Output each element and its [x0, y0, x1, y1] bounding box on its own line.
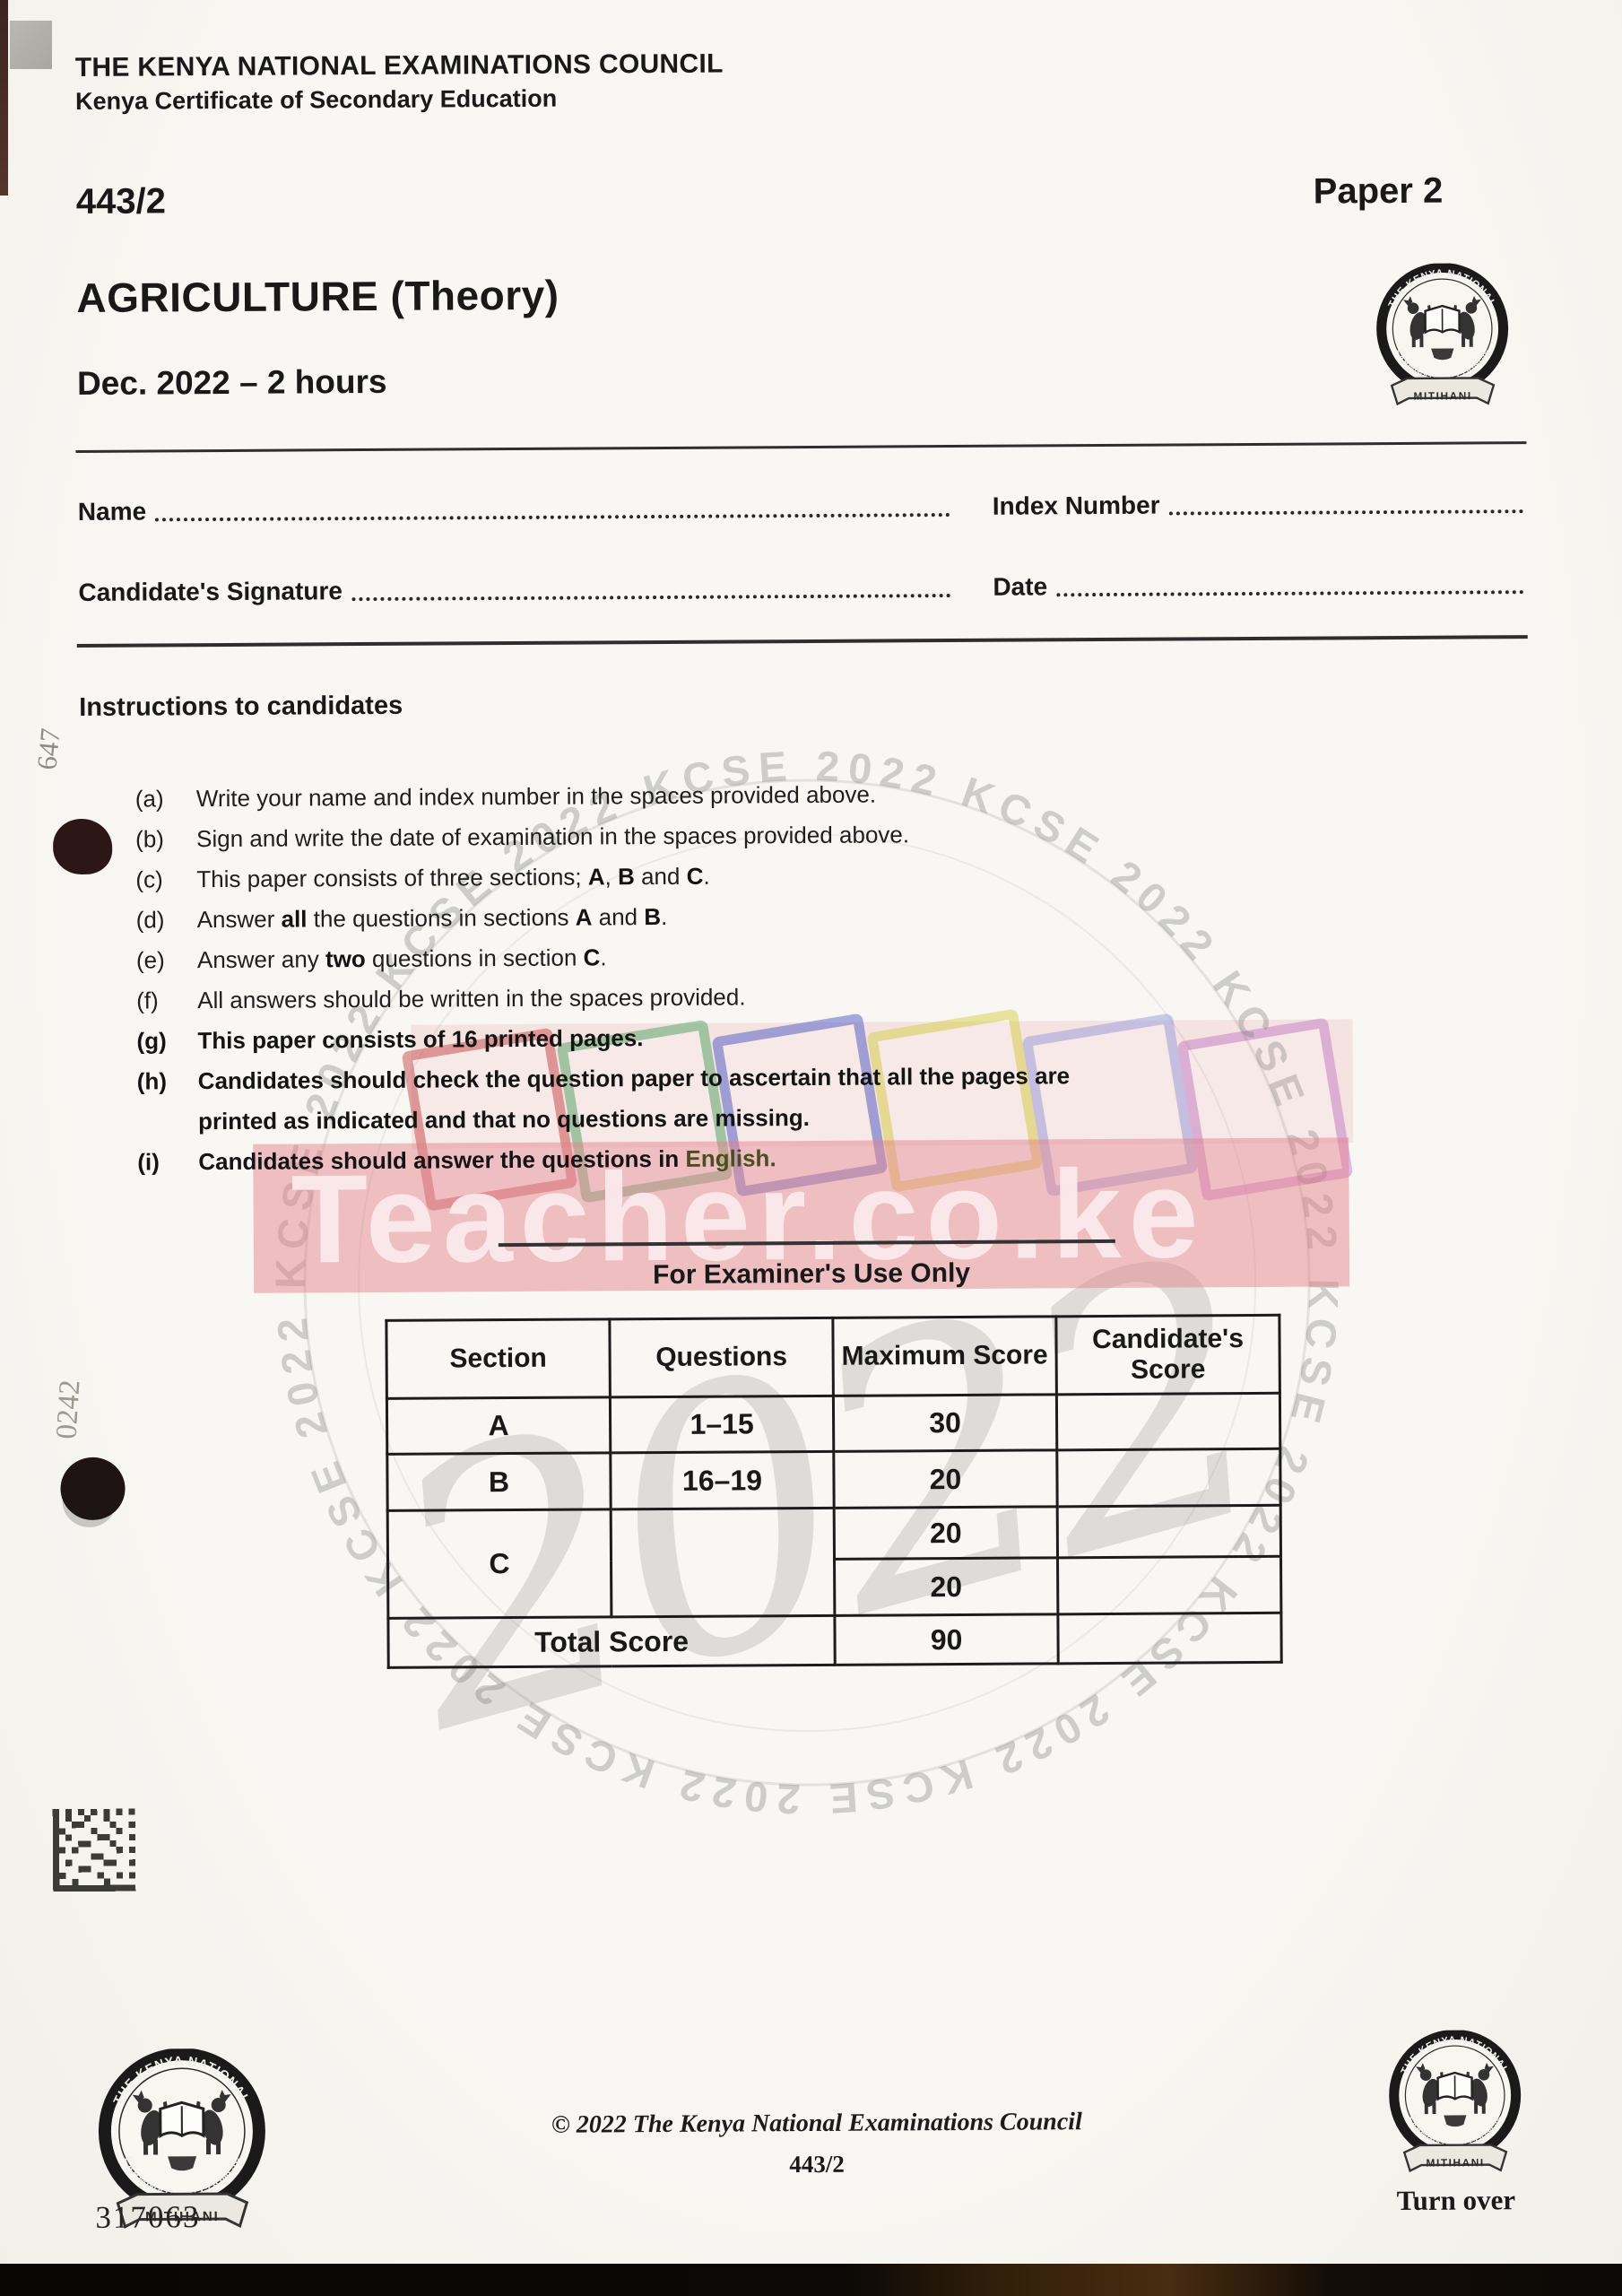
data-matrix-barcode: [52, 1808, 136, 1892]
instruction-item: (i) Candidates should answer the question…: [82, 1135, 1409, 1183]
max-score-b: 20: [833, 1449, 1058, 1509]
signature-field-row: Candidate's Signature: [78, 564, 951, 607]
instruction-item-text: All answers should be written in the spa…: [197, 983, 746, 1014]
instruction-item-text: Candidates should check the question pap…: [197, 1062, 1071, 1135]
instruction-item-text: Write your name and index number in the …: [195, 780, 877, 813]
instruction-item-text: Answer any two questions in section C.: [196, 944, 607, 974]
max-score-a: 30: [833, 1394, 1057, 1452]
section-c: C: [387, 1509, 612, 1619]
instruction-item-label: (e): [135, 946, 165, 974]
footer-paper-code: 443/2: [789, 2150, 845, 2179]
paper-code: 443/2: [75, 181, 167, 222]
examiner-heading: For Examiner's Use Only: [653, 1257, 971, 1291]
index-number-fill-line[interactable]: [1168, 509, 1523, 516]
turn-over-label: Turn over: [1396, 2184, 1516, 2217]
col-section: Section: [386, 1318, 611, 1399]
scan-corner-mark: [10, 21, 52, 69]
candidate-score-c2: [1057, 1556, 1281, 1614]
max-score-c2: 20: [834, 1557, 1058, 1616]
table-header-row: Section Questions Maximum Score Candidat…: [386, 1315, 1280, 1399]
council-title: THE KENYA NATIONAL EXAMINATIONS COUNCIL: [74, 48, 724, 83]
scan-edge-left: [0, 0, 8, 196]
knec-crest-icon: [1371, 263, 1514, 416]
knec-crest-icon: [1383, 2030, 1526, 2183]
table-row: B 16–19 20: [386, 1448, 1281, 1511]
instruction-item-text: Answer all the questions in sections A a…: [196, 902, 668, 934]
name-fill-line[interactable]: [155, 512, 950, 522]
instruction-item: (h) Candidates should check the question …: [82, 1054, 1409, 1143]
instruction-item-label: (i): [137, 1148, 160, 1176]
col-maximum-score: Maximum Score: [832, 1316, 1057, 1396]
instruction-item-label: (d): [135, 906, 165, 934]
questions-b: 16–19: [610, 1451, 835, 1509]
instructions-heading: Instructions to candidates: [79, 691, 403, 722]
instruction-item-label: (h): [136, 1067, 168, 1095]
table-row: A 1–15 30: [386, 1393, 1280, 1455]
instructions-list: (a) Write your name and index number in t…: [80, 771, 1409, 1183]
total-score-label: Total Score: [387, 1615, 836, 1668]
instruction-item-label: (a): [134, 785, 164, 813]
candidate-score-c1: [1057, 1505, 1281, 1558]
divider-line: [75, 441, 1527, 453]
date-field-row: Date: [993, 561, 1524, 602]
section-a: A: [386, 1396, 611, 1455]
candidate-score-b: [1056, 1448, 1281, 1507]
subject-title: AGRICULTURE (Theory): [76, 271, 559, 321]
max-score-c1: 20: [834, 1506, 1058, 1560]
table-row: C 20: [387, 1505, 1281, 1619]
instruction-item-text: This paper consists of three sections; A…: [196, 862, 710, 893]
section-b: B: [386, 1452, 612, 1511]
instruction-item-text: Candidates should answer the questions i…: [198, 1144, 776, 1176]
instruction-item-label: (b): [135, 825, 164, 853]
paper-number: Paper 2: [1313, 170, 1444, 212]
date-fill-line[interactable]: [1056, 589, 1524, 597]
kcse-2022-stamp-watermark: KCSE 2022 KCSE 2022 KCSE 2022 KCSE 2022 …: [0, 454, 1491, 2013]
scan-edge-bottom: [0, 2264, 1622, 2296]
session-duration: Dec. 2022 – 2 hours: [76, 362, 387, 402]
date-label: Date: [993, 572, 1048, 601]
certificate-subtitle: Kenya Certificate of Secondary Education: [74, 84, 558, 115]
signature-fill-line[interactable]: [351, 593, 951, 602]
questions-c: [611, 1508, 835, 1617]
col-candidate-score: Candidate's Score: [1055, 1315, 1280, 1395]
table-total-row: Total Score 90: [387, 1613, 1282, 1668]
instruction-item-text: This paper consists of 16 printed pages.: [197, 1024, 644, 1055]
total-candidate-score: [1057, 1613, 1282, 1664]
instruction-item-text: Sign and write the date of examination i…: [196, 821, 910, 853]
index-number-label: Index Number: [992, 491, 1160, 520]
serial-number: 317063: [95, 2199, 201, 2235]
instruction-item-label: (c): [135, 865, 163, 893]
margin-number-lower: 0242: [50, 1378, 87, 1440]
name-field-row: Name: [78, 483, 950, 526]
total-max-score: 90: [834, 1613, 1059, 1665]
copyright-line: © 2022 The Kenya National Examinations C…: [551, 2108, 1082, 2139]
instruction-item-label: (f): [136, 987, 159, 1014]
margin-number-upper: 647: [30, 726, 66, 771]
ink-dot-upper: [52, 818, 113, 875]
candidate-score-a: [1056, 1393, 1280, 1450]
ink-dot-lower: [60, 1457, 126, 1521]
signature-label: Candidate's Signature: [78, 577, 343, 606]
col-questions: Questions: [609, 1318, 834, 1397]
name-label: Name: [77, 497, 147, 526]
instruction-item-label: (g): [136, 1027, 167, 1055]
index-field-row: Index Number: [993, 480, 1523, 521]
questions-a: 1–15: [610, 1396, 834, 1453]
examiner-table: Section Questions Maximum Score Candidat…: [385, 1314, 1282, 1669]
